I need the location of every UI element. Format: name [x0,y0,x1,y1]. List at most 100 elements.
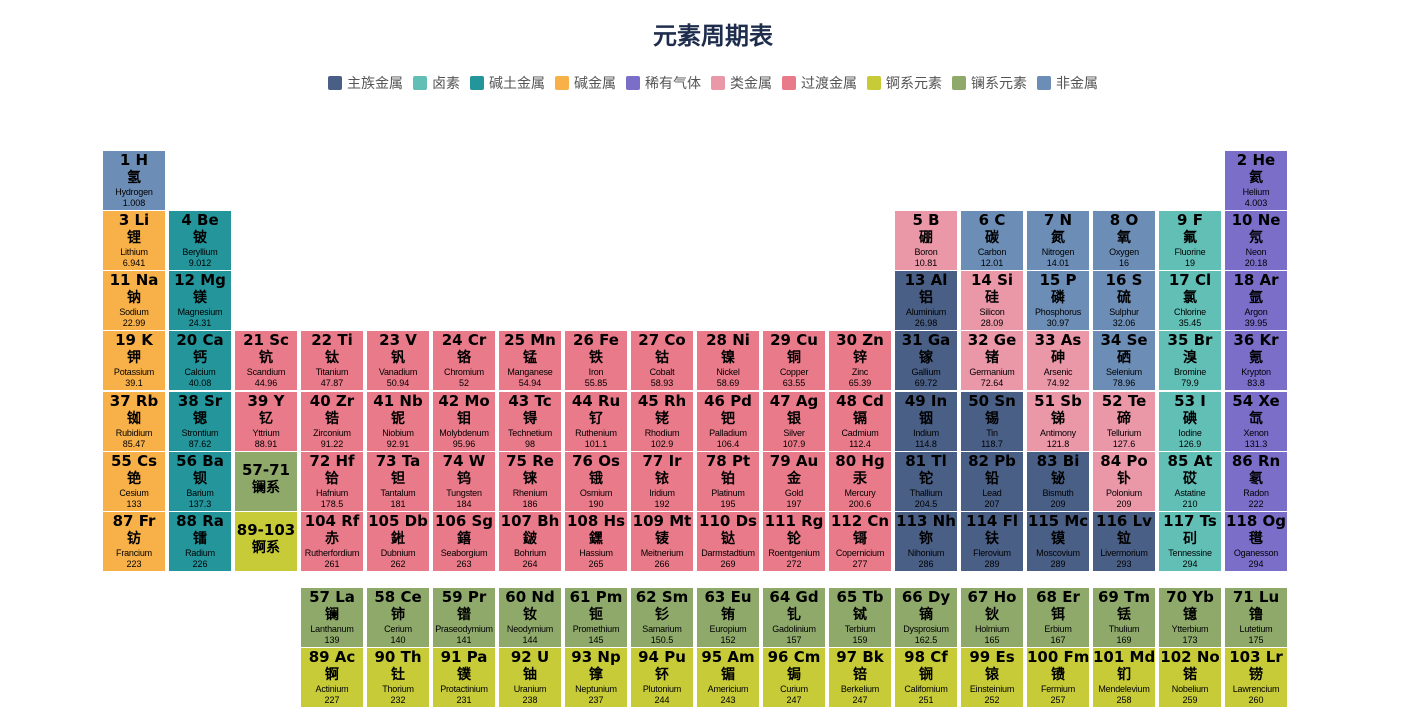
element-cell-cl[interactable]: 17 Cl 氯 Chlorine 35.45 [1159,271,1221,330]
element-cell-li[interactable]: 3 Li 锂 Lithium 6.941 [103,211,165,270]
element-cell-nd[interactable]: 60 Nd 钕 Neodymium 144 [499,588,561,647]
element-cell-f[interactable]: 9 F 氟 Fluorine 19 [1159,211,1221,270]
legend-item-halogen[interactable]: 卤素 [413,73,460,93]
element-cell-al[interactable]: 13 Al 铝 Aluminium 26.98 [895,271,957,330]
element-cell-br[interactable]: 35 Br 溴 Bromine 79.9 [1159,331,1221,390]
element-cell-y[interactable]: 39 Y 钇 Yttrium 88.91 [235,392,297,451]
series-placeholder-actinide[interactable]: 89-103 锕系 [235,512,297,571]
element-cell-mg[interactable]: 12 Mg 镁 Magnesium 24.31 [169,271,231,330]
element-cell-ca[interactable]: 20 Ca 钙 Calcium 40.08 [169,331,231,390]
element-cell-la[interactable]: 57 La 镧 Lanthanum 139 [301,588,363,647]
element-cell-mo[interactable]: 42 Mo 钼 Molybdenum 95.96 [433,392,495,451]
element-cell-pm[interactable]: 61 Pm 钷 Promethium 145 [565,588,627,647]
element-cell-sc[interactable]: 21 Sc 钪 Scandium 44.96 [235,331,297,390]
element-cell-yb[interactable]: 70 Yb 镱 Ytterbium 173 [1159,588,1221,647]
element-cell-te[interactable]: 52 Te 碲 Tellurium 127.6 [1093,392,1155,451]
element-cell-b[interactable]: 5 B 硼 Boron 10.81 [895,211,957,270]
element-cell-v[interactable]: 23 V 钒 Vanadium 50.94 [367,331,429,390]
element-cell-pu[interactable]: 94 Pu 钚 Plutonium 244 [631,648,693,707]
element-cell-no[interactable]: 102 No 锘 Nobelium 259 [1159,648,1221,707]
element-cell-mc[interactable]: 115 Mc 镆 Moscovium 289 [1027,512,1089,571]
element-cell-cu[interactable]: 29 Cu 铜 Copper 63.55 [763,331,825,390]
element-cell-lr[interactable]: 103 Lr 铹 Lawrencium 260 [1225,648,1287,707]
element-cell-cn[interactable]: 112 Cn 鿔 Copernicium 277 [829,512,891,571]
element-cell-md[interactable]: 101 Md 钔 Mendelevium 258 [1093,648,1155,707]
element-cell-si[interactable]: 14 Si 硅 Silicon 28.09 [961,271,1023,330]
legend-item-lanthanide[interactable]: 镧系元素 [952,73,1027,93]
element-cell-k[interactable]: 19 K 钾 Potassium 39.1 [103,331,165,390]
element-cell-ni[interactable]: 28 Ni 镍 Nickel 58.69 [697,331,759,390]
element-cell-nh[interactable]: 113 Nh 鿭 Nihonium 286 [895,512,957,571]
element-cell-bh[interactable]: 107 Bh 𨨏 Bohrium 264 [499,512,561,571]
element-cell-zn[interactable]: 30 Zn 锌 Zinc 65.39 [829,331,891,390]
element-cell-fm[interactable]: 100 Fm 镄 Fermium 257 [1027,648,1089,707]
element-cell-he[interactable]: 2 He 氦 Helium 4.003 [1225,151,1287,210]
element-cell-db[interactable]: 105 Db 𨧀 Dubnium 262 [367,512,429,571]
element-cell-hs[interactable]: 108 Hs 𨭆 Hassium 265 [565,512,627,571]
legend-item-transition[interactable]: 过渡金属 [782,73,857,93]
element-cell-lu[interactable]: 71 Lu 镥 Lutetium 175 [1225,588,1287,647]
element-cell-hf[interactable]: 72 Hf 铪 Hafnium 178.5 [301,452,363,511]
element-cell-eu[interactable]: 63 Eu 铕 Europium 152 [697,588,759,647]
element-cell-bi[interactable]: 83 Bi 铋 Bismuth 209 [1027,452,1089,511]
element-cell-pr[interactable]: 59 Pr 镨 Praseodymium 141 [433,588,495,647]
element-cell-cs[interactable]: 55 Cs 铯 Cesium 133 [103,452,165,511]
element-cell-cr[interactable]: 24 Cr 铬 Chromium 52 [433,331,495,390]
element-cell-gd[interactable]: 64 Gd 钆 Gadolinium 157 [763,588,825,647]
legend-item-alkali[interactable]: 碱金属 [555,73,616,93]
element-cell-sm[interactable]: 62 Sm 钐 Samarium 150.5 [631,588,693,647]
element-cell-pd[interactable]: 46 Pd 钯 Palladium 106.4 [697,392,759,451]
element-cell-s[interactable]: 16 S 硫 Sulphur 32.06 [1093,271,1155,330]
element-cell-sr[interactable]: 38 Sr 锶 Strontium 87.62 [169,392,231,451]
element-cell-c[interactable]: 6 C 碳 Carbon 12.01 [961,211,1023,270]
element-cell-ba[interactable]: 56 Ba 钡 Barium 137.3 [169,452,231,511]
element-cell-au[interactable]: 79 Au 金 Gold 197 [763,452,825,511]
element-cell-sb[interactable]: 51 Sb 锑 Antimony 121.8 [1027,392,1089,451]
element-cell-nb[interactable]: 41 Nb 铌 Niobium 92.91 [367,392,429,451]
series-placeholder-lanthanide[interactable]: 57-71 镧系 [235,452,297,511]
element-cell-be[interactable]: 4 Be 铍 Beryllium 9.012 [169,211,231,270]
element-cell-i[interactable]: 53 I 碘 Iodine 126.9 [1159,392,1221,451]
element-cell-pb[interactable]: 82 Pb 铅 Lead 207 [961,452,1023,511]
element-cell-ra[interactable]: 88 Ra 镭 Radium 226 [169,512,231,571]
element-cell-ne[interactable]: 10 Ne 氖 Neon 20.18 [1225,211,1287,270]
element-cell-ar[interactable]: 18 Ar 氩 Argon 39.95 [1225,271,1287,330]
element-cell-as[interactable]: 33 As 砷 Arsenic 74.92 [1027,331,1089,390]
element-cell-ga[interactable]: 31 Ga 镓 Gallium 69.72 [895,331,957,390]
element-cell-cm[interactable]: 96 Cm 锔 Curium 247 [763,648,825,707]
element-cell-sg[interactable]: 106 Sg 𨭎 Seaborgium 263 [433,512,495,571]
element-cell-og[interactable]: 118 Og 氆 Oganesson 294 [1225,512,1287,571]
element-cell-cd[interactable]: 48 Cd 镉 Cadmium 112.4 [829,392,891,451]
element-cell-u[interactable]: 92 U 铀 Uranium 238 [499,648,561,707]
element-cell-po[interactable]: 84 Po 钋 Polonium 209 [1093,452,1155,511]
element-cell-re[interactable]: 75 Re 铼 Rhenium 186 [499,452,561,511]
element-cell-xe[interactable]: 54 Xe 氙 Xenon 131.3 [1225,392,1287,451]
element-cell-th[interactable]: 90 Th 钍 Thorium 232 [367,648,429,707]
legend-item-actinide[interactable]: 锕系元素 [867,73,942,93]
element-cell-rn[interactable]: 86 Rn 氡 Radon 222 [1225,452,1287,511]
element-cell-ds[interactable]: 110 Ds 𫟼 Darmstadtium 269 [697,512,759,571]
element-cell-rh[interactable]: 45 Rh 铑 Rhodium 102.9 [631,392,693,451]
legend-item-noble[interactable]: 稀有气体 [626,73,701,93]
element-cell-kr[interactable]: 36 Kr 氪 Krypton 83.8 [1225,331,1287,390]
element-cell-w[interactable]: 74 W 钨 Tungsten 184 [433,452,495,511]
element-cell-fr[interactable]: 87 Fr 钫 Francium 223 [103,512,165,571]
element-cell-ta[interactable]: 73 Ta 钽 Tantalum 181 [367,452,429,511]
element-cell-ge[interactable]: 32 Ge 锗 Germanium 72.64 [961,331,1023,390]
element-cell-fe[interactable]: 26 Fe 铁 Iron 55.85 [565,331,627,390]
element-cell-ag[interactable]: 47 Ag 银 Silver 107.9 [763,392,825,451]
element-cell-tb[interactable]: 65 Tb 铽 Terbium 159 [829,588,891,647]
element-cell-ts[interactable]: 117 Ts 矵 Tennessine 294 [1159,512,1221,571]
element-cell-lv[interactable]: 116 Lv 𫟷 Livermorium 293 [1093,512,1155,571]
element-cell-ho[interactable]: 67 Ho 钬 Holmium 165 [961,588,1023,647]
element-cell-at[interactable]: 85 At 砹 Astatine 210 [1159,452,1221,511]
element-cell-hg[interactable]: 80 Hg 汞 Mercury 200.6 [829,452,891,511]
element-cell-ir[interactable]: 77 Ir 铱 Iridium 192 [631,452,693,511]
element-cell-er[interactable]: 68 Er 铒 Erbium 167 [1027,588,1089,647]
element-cell-co[interactable]: 27 Co 钴 Cobalt 58.93 [631,331,693,390]
element-cell-tc[interactable]: 43 Tc 锝 Technetium 98 [499,392,561,451]
element-cell-tl[interactable]: 81 Tl 铊 Thallium 204.5 [895,452,957,511]
element-cell-rf[interactable]: 104 Rf ⾚ Rutherfordium 261 [301,512,363,571]
element-cell-in[interactable]: 49 In 铟 Indium 114.8 [895,392,957,451]
element-cell-pa[interactable]: 91 Pa 镤 Protactinium 231 [433,648,495,707]
